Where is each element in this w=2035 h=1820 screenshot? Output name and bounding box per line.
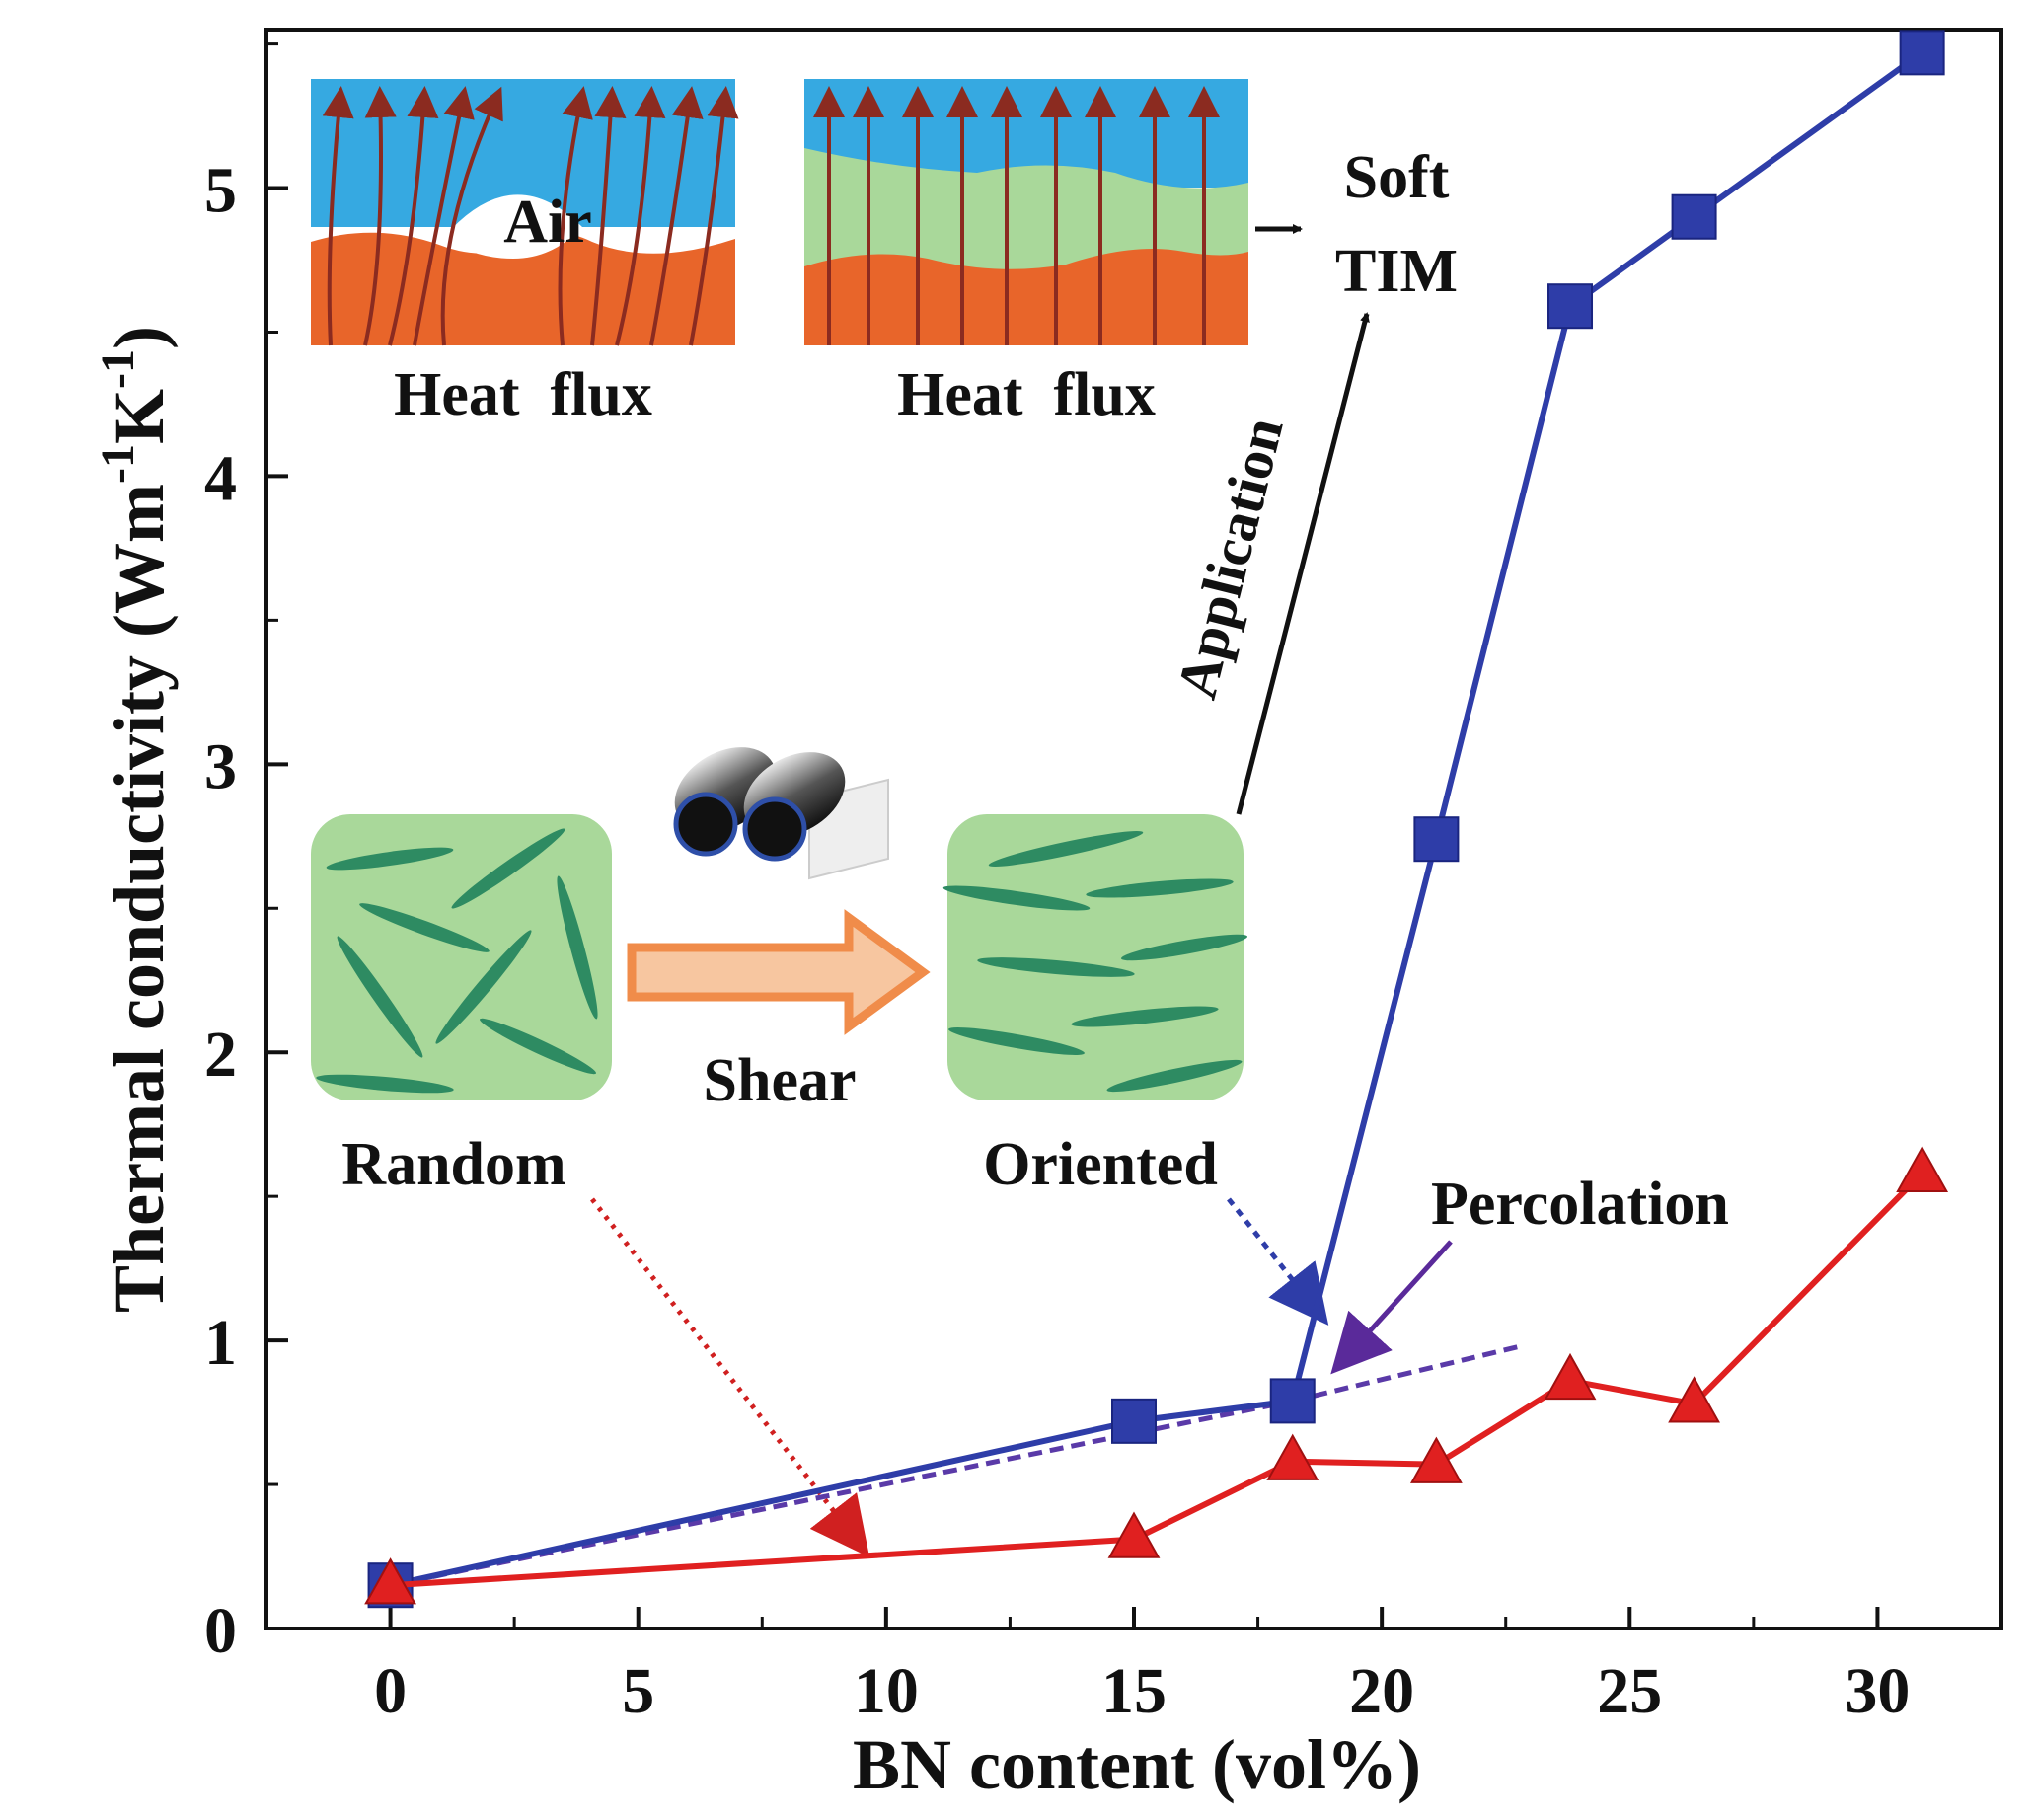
oriented-label: Oriented [983, 1131, 1218, 1198]
y-tick-label: 1 [204, 1307, 237, 1379]
data-point-triangle [1896, 1145, 1949, 1193]
x-tick-label: 0 [374, 1655, 407, 1727]
inset-oriented: Oriented [942, 814, 1248, 1198]
y-tick-label: 0 [204, 1595, 237, 1667]
inset-air-gap: Air Heat flux [311, 79, 739, 428]
soft-label: Soft [1344, 144, 1450, 211]
random-platelets [316, 828, 598, 1094]
air-label: Air [503, 189, 592, 256]
flux-arrows-left [322, 86, 739, 346]
data-point-triangle [1409, 1436, 1463, 1483]
tim-substrate [804, 248, 1248, 345]
data-point-square [1111, 1398, 1157, 1444]
x-tick-label: 30 [1845, 1655, 1910, 1727]
x-axis-label: BN content (vol%) [853, 1725, 1421, 1804]
y-axis-ticks: 0 1 2 3 4 5 [204, 42, 288, 1667]
x-tick-label: 25 [1597, 1655, 1662, 1727]
oriented-box [947, 814, 1244, 1100]
data-point-triangle [1107, 1511, 1161, 1558]
percolation-arrow [1330, 1240, 1453, 1375]
oriented-platelets [942, 831, 1248, 1093]
guide-extension-line [1292, 1343, 1522, 1403]
air-gap-substrate [311, 232, 735, 345]
data-point-square [1899, 30, 1945, 76]
heat-flux-right-label: Heat flux [897, 361, 1156, 428]
percolation-label: Percolation [1431, 1171, 1729, 1238]
y-tick-label: 3 [204, 730, 237, 802]
x-tick-label: 20 [1349, 1655, 1414, 1727]
oriented-dotted-arrow [1227, 1197, 1329, 1326]
flux-arrows-right [813, 86, 1220, 345]
x-axis-ticks: 0 5 10 15 20 25 30 [374, 1607, 1910, 1727]
y-tick-label: 4 [204, 442, 237, 514]
data-point-triangle [1668, 1376, 1720, 1423]
x-tick-label: 10 [854, 1655, 919, 1727]
shear-illustration: Shear [627, 747, 931, 1114]
roller-icon [673, 747, 889, 880]
data-point-triangle [1266, 1433, 1319, 1480]
inset-random: Random [311, 814, 612, 1198]
air-gap-air [444, 194, 582, 259]
shear-arrow [627, 909, 931, 1035]
random-box [311, 814, 612, 1100]
inset-soft-tim: Heat flux Soft TIM [804, 79, 1458, 428]
data-point-square [1547, 283, 1594, 330]
series-1 [364, 1145, 1949, 1605]
data-point-triangle [364, 1557, 416, 1605]
heat-flux-left-label: Heat flux [394, 361, 652, 428]
x-tick-label: 5 [622, 1655, 654, 1727]
application-arrow [1236, 312, 1370, 815]
series-layer [364, 30, 1949, 1609]
random-label: Random [341, 1131, 565, 1198]
data-point-square [1671, 193, 1717, 240]
data-point-square [1413, 816, 1460, 863]
shear-label: Shear [704, 1047, 857, 1114]
data-point-triangle [1544, 1352, 1597, 1401]
y-axis-label: Thermal conductivity (Wm-1K-1) [92, 326, 179, 1313]
y-tick-label: 2 [204, 1019, 237, 1091]
x-tick-label: 15 [1101, 1655, 1167, 1727]
tim-label: TIM [1335, 238, 1458, 305]
y-tick-label: 5 [204, 155, 237, 227]
data-point-square [1269, 1378, 1316, 1424]
